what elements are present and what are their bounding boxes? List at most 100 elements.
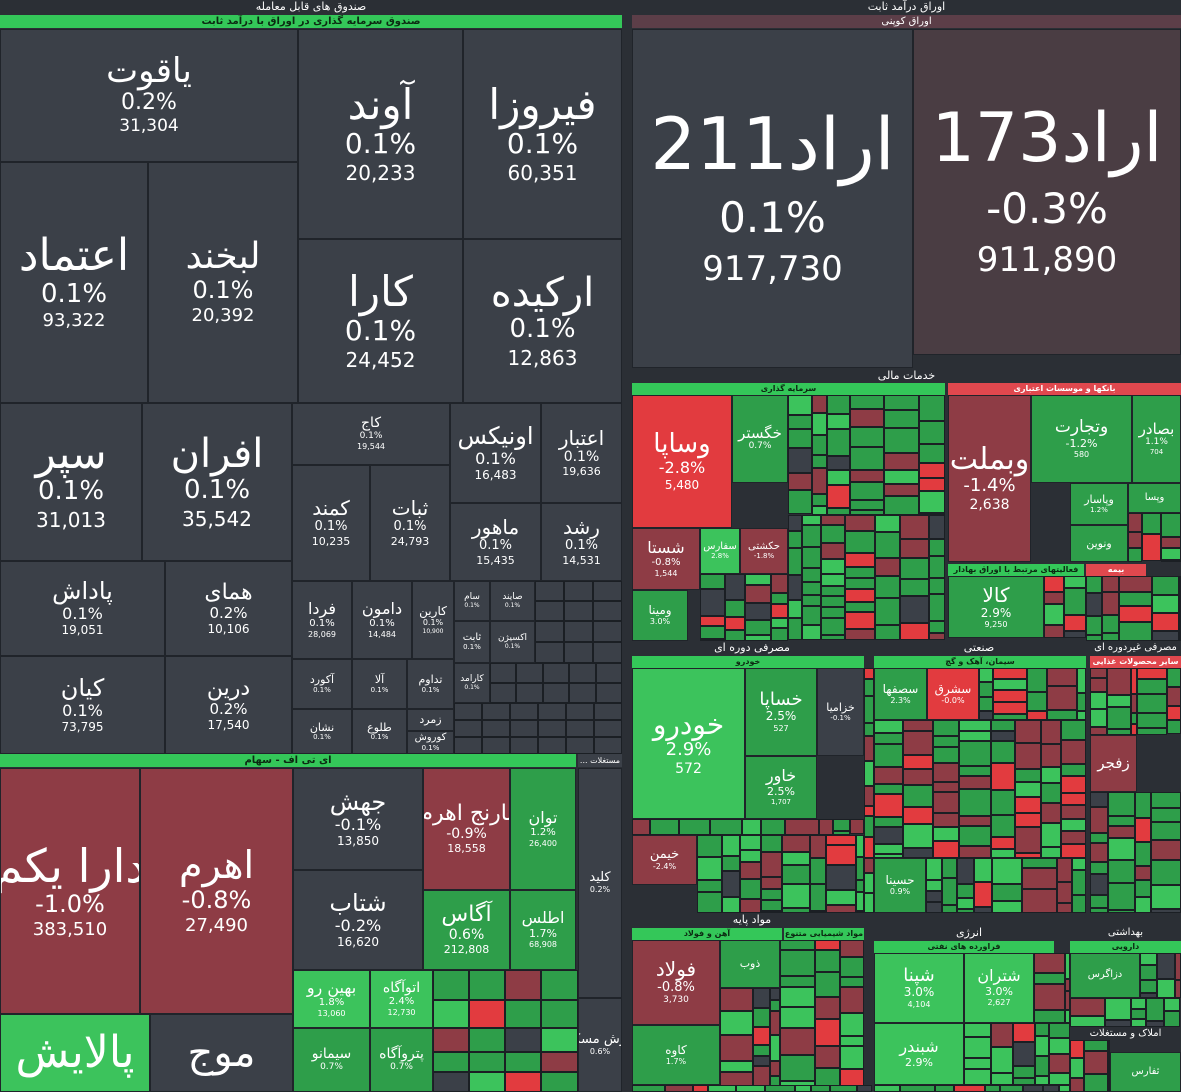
stock-tile-small[interactable] — [821, 596, 845, 607]
etf-tile-small[interactable] — [541, 1052, 578, 1072]
stock-tile-small[interactable] — [1086, 616, 1102, 635]
etf-tile-small[interactable] — [505, 970, 541, 1000]
etf-tile[interactable]: آگاس 0.6% 212,808 — [423, 890, 510, 970]
stock-tile-small[interactable] — [1137, 668, 1167, 679]
stock-tile-small[interactable] — [833, 831, 850, 835]
fund-tile-small[interactable] — [593, 642, 622, 663]
stock-tile-small[interactable] — [991, 837, 1015, 849]
stock-tile-small[interactable] — [874, 733, 903, 744]
stock-tile-small[interactable] — [884, 496, 919, 515]
stock-tile-small[interactable] — [1167, 720, 1181, 734]
stock-tile-small[interactable] — [771, 618, 788, 628]
stock-tile-small[interactable] — [693, 1085, 708, 1092]
fund-tile-small[interactable] — [482, 737, 510, 754]
etf-tile[interactable]: اهرم -0.8% 27,490 — [140, 768, 293, 1014]
stock-tile-small[interactable] — [864, 696, 874, 723]
etf-tile[interactable]: اتوآگاه 2.4% 12,730 — [370, 970, 433, 1028]
stock-tile-small[interactable] — [812, 494, 827, 506]
stock-tile-small[interactable] — [1090, 908, 1108, 913]
stock-tile-small[interactable] — [780, 1007, 815, 1028]
stock-tile-small[interactable] — [979, 697, 993, 711]
stock-tile-small[interactable] — [802, 525, 821, 547]
stock-tile-small[interactable] — [1102, 576, 1119, 592]
etf-tile[interactable]: نارنج اهرم -0.9% 18,558 — [423, 768, 510, 890]
stock-tile-small[interactable] — [864, 761, 874, 786]
stock-tile-small[interactable] — [959, 766, 991, 776]
stock-tile-small[interactable] — [1049, 1054, 1070, 1073]
stock-tile-small[interactable] — [1044, 604, 1064, 625]
stock-tile-small[interactable] — [1015, 743, 1041, 769]
stock-tile-small[interactable] — [770, 1035, 780, 1061]
stock-tile-small[interactable] — [780, 987, 815, 1007]
stock-tile-small[interactable] — [1164, 998, 1180, 1011]
stock-tile-small[interactable] — [1049, 1073, 1070, 1085]
stock-tile[interactable]: حسینا 0.9% — [874, 858, 926, 913]
stock-tile-small[interactable] — [1044, 576, 1064, 592]
stock-tile-small[interactable] — [864, 837, 874, 858]
stock-tile-small[interactable] — [697, 880, 722, 892]
stock-tile-small[interactable] — [874, 844, 903, 854]
stock-tile-small[interactable] — [697, 857, 722, 880]
stock-tile-small[interactable] — [933, 747, 959, 763]
stock-tile-small[interactable] — [833, 819, 850, 831]
stock-tile-small[interactable] — [929, 578, 945, 594]
stock-tile-small[interactable] — [1108, 792, 1135, 816]
fund-tile[interactable]: کارامد 0.1% — [454, 663, 490, 703]
stock-tile-small[interactable] — [785, 819, 819, 835]
stock-tile-small[interactable] — [991, 720, 1015, 731]
stock-tile-small[interactable] — [850, 447, 884, 470]
stock-tile-small[interactable] — [1090, 709, 1107, 727]
etf-stocks-header[interactable]: ای تی اف - سهام — [0, 754, 576, 767]
stock-tile-small[interactable] — [1061, 844, 1086, 858]
stock-tile[interactable]: وتجارت -1.2% 580 — [1031, 395, 1132, 483]
etf-tile-small[interactable] — [469, 970, 505, 1000]
stock-tile[interactable]: شپنا 3.0% 4,104 — [874, 953, 964, 1023]
fund-tile[interactable]: تداوم 0.1% — [407, 659, 454, 709]
fixed-income-funds-header[interactable]: صندوق سرمایه گذاری در اوراق با درآمد ثاب… — [0, 15, 622, 28]
stock-tile-small[interactable] — [782, 835, 810, 852]
stock-tile-small[interactable] — [1065, 991, 1070, 1010]
stock-tile-small[interactable] — [821, 586, 845, 596]
stock-tile-small[interactable] — [722, 835, 740, 856]
stock-tile-small[interactable] — [697, 892, 722, 913]
stock-tile-small[interactable] — [1034, 1010, 1065, 1023]
fund-tile[interactable]: آوند 0.1% 20,233 — [298, 29, 463, 239]
stock-tile-small[interactable] — [874, 767, 903, 784]
etf-tile-small[interactable] — [505, 1000, 541, 1028]
stock-tile-small[interactable] — [780, 950, 815, 976]
fund-tile[interactable]: ثبات 0.1% 24,793 — [370, 465, 450, 581]
pharma-header[interactable]: دارویی — [1070, 941, 1181, 953]
stock-tile-small[interactable] — [761, 911, 782, 913]
stock-tile[interactable]: ونوین — [1070, 525, 1128, 562]
stock-tile-small[interactable] — [1057, 903, 1072, 913]
stock-tile-small[interactable] — [782, 852, 810, 865]
stock-tile-small[interactable] — [850, 409, 884, 427]
stock-tile-small[interactable] — [1086, 593, 1102, 616]
stock-tile-small[interactable] — [864, 858, 874, 873]
stock-tile-small[interactable] — [1023, 1085, 1043, 1092]
stock-tile-small[interactable] — [821, 543, 845, 559]
stock-tile-small[interactable] — [736, 1085, 765, 1092]
stock-tile-small[interactable] — [753, 1045, 770, 1056]
stock-tile-small[interactable] — [840, 1013, 864, 1036]
stock-tile-small[interactable] — [964, 1058, 991, 1069]
stock-tile-small[interactable] — [802, 568, 821, 582]
stock-tile-small[interactable] — [926, 880, 942, 891]
stock-tile-small[interactable] — [1108, 883, 1135, 910]
stock-tile-small[interactable] — [957, 909, 974, 913]
stock-tile-small[interactable] — [864, 873, 874, 893]
stock-tile-small[interactable] — [992, 901, 1022, 913]
stock-tile-small[interactable] — [770, 1011, 780, 1035]
stock-tile-small[interactable] — [725, 574, 745, 600]
stock-tile-small[interactable] — [1152, 576, 1179, 595]
etf-tile-small[interactable] — [433, 1000, 469, 1028]
stock-tile-small[interactable] — [1061, 740, 1086, 764]
stock-tile-small[interactable] — [819, 819, 833, 835]
stock-tile-small[interactable] — [725, 617, 745, 630]
stock-tile-small[interactable] — [700, 574, 725, 589]
stock-tile-small[interactable] — [1015, 813, 1041, 827]
stock-tile-small[interactable] — [991, 731, 1015, 741]
fund-tile[interactable]: همای 0.2% 10,106 — [165, 561, 292, 656]
fund-tile[interactable]: اعتماد 0.1% 93,322 — [0, 162, 148, 403]
stock-tile-small[interactable] — [1084, 1074, 1108, 1092]
